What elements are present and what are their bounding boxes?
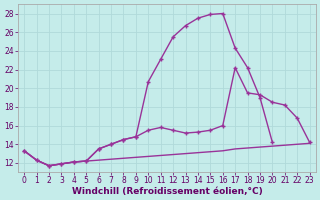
X-axis label: Windchill (Refroidissement éolien,°C): Windchill (Refroidissement éolien,°C) xyxy=(72,187,262,196)
